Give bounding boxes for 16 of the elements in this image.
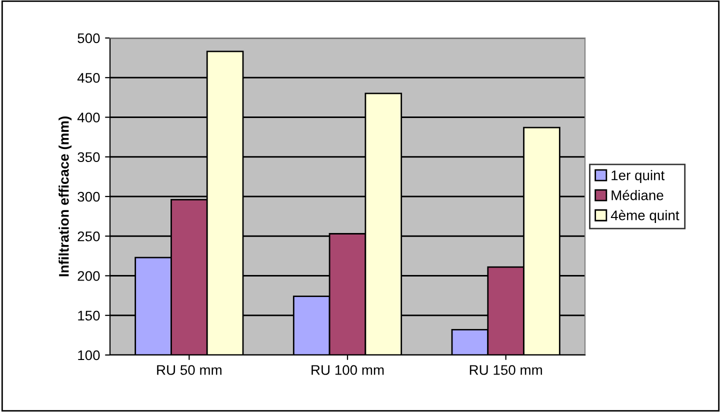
y-tick-label: 350 [78, 152, 100, 162]
y-tick-label: 150 [78, 310, 100, 321]
x-tick-label: RU 100 mm [312, 365, 384, 375]
y-tick-label: 250 [78, 231, 100, 242]
legend-label: 1er quint [612, 170, 665, 183]
y-tick-label: 300 [78, 192, 100, 202]
x-tick-label: RU 150 mm [470, 365, 542, 375]
y-tick-label: 400 [77, 112, 100, 122]
y-tick-label: 500 [78, 33, 100, 44]
x-tick-label: RU 50 mm [157, 365, 222, 375]
y-tick-label: 450 [77, 72, 100, 83]
legend-label: Médiane [612, 190, 664, 200]
legend-label: 4ème quint [610, 210, 680, 224]
y-axis-title: Infiltration efficace (mm) [58, 116, 72, 276]
y-tick-label: 200 [78, 271, 100, 281]
y-tick-label: 100 [78, 350, 100, 360]
